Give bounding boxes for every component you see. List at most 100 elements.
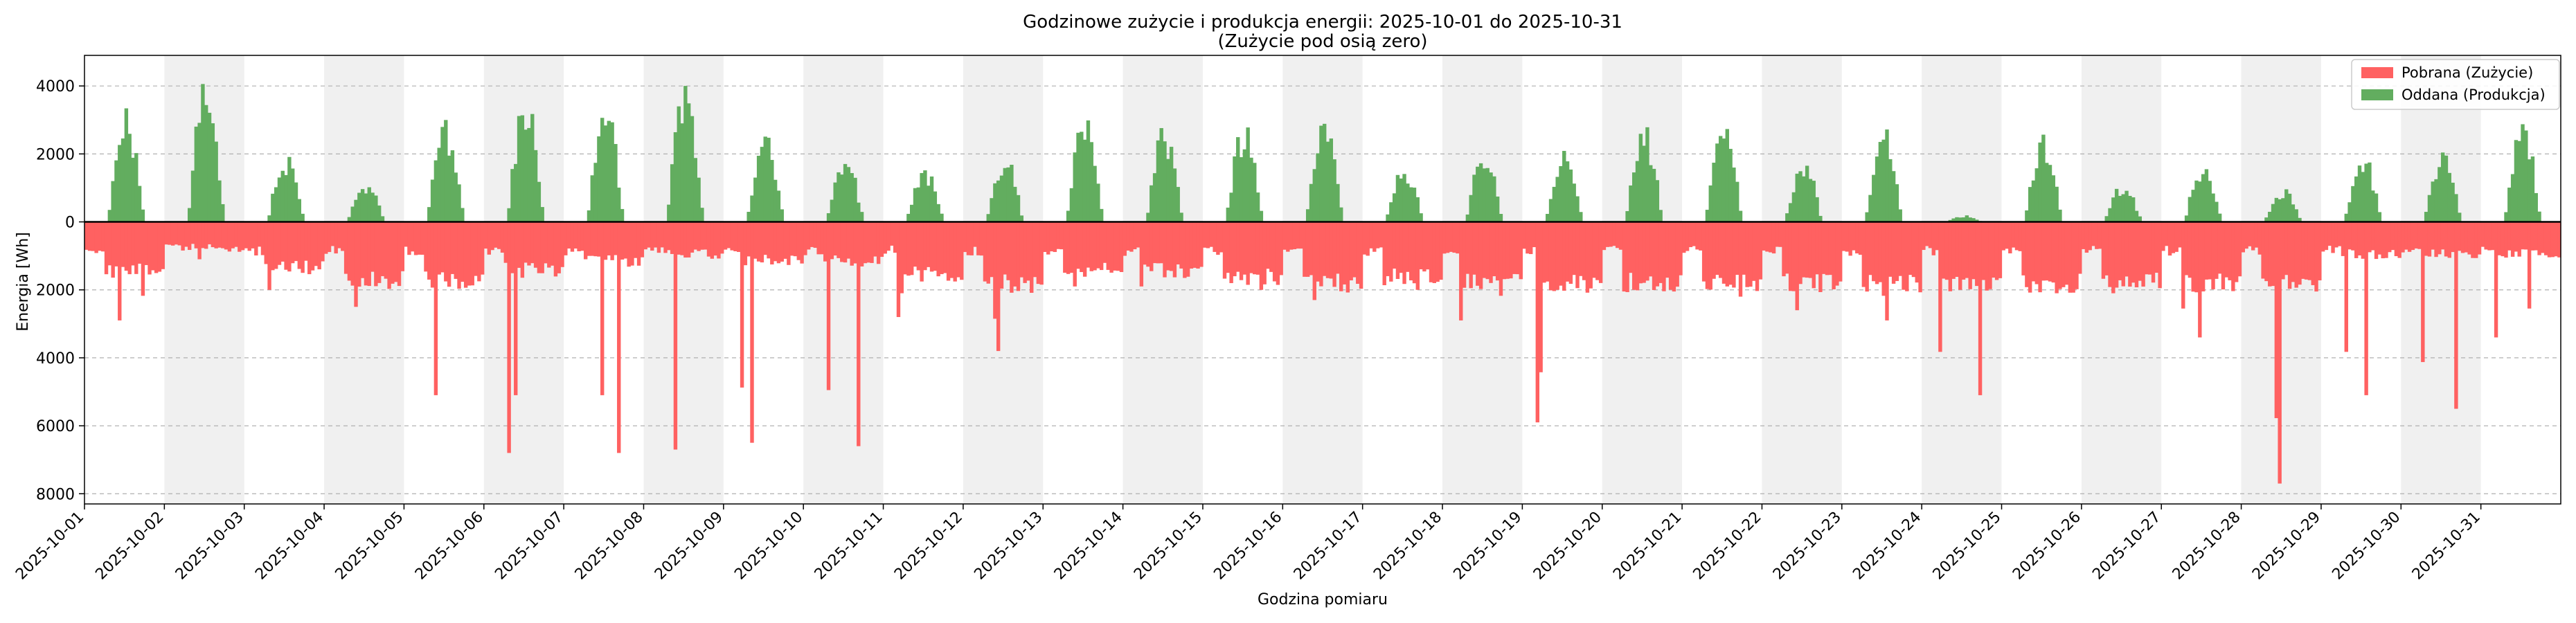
bar-production <box>2055 186 2059 222</box>
bar-production <box>1249 157 1253 222</box>
bar-consumption <box>1585 222 1590 293</box>
bar-production <box>1815 197 1819 222</box>
bar-production <box>1495 196 1500 222</box>
bar-consumption <box>98 222 102 251</box>
bar-production <box>1868 195 1872 222</box>
bar-consumption <box>467 222 472 286</box>
bar-consumption <box>254 222 258 256</box>
bar-production <box>1735 181 1739 222</box>
bar-consumption <box>2451 222 2455 253</box>
bar-production <box>114 160 118 222</box>
bar-consumption <box>2254 222 2259 248</box>
bar-consumption <box>234 222 238 247</box>
bar-consumption <box>717 222 721 259</box>
bar-consumption <box>1615 222 1620 249</box>
bar-production <box>1805 165 1809 222</box>
bar-consumption <box>2514 222 2519 252</box>
bar-production <box>2291 204 2296 222</box>
bar-consumption <box>1649 222 1653 277</box>
bar-production <box>1632 172 1636 222</box>
bar-consumption <box>1152 222 1157 264</box>
bar-consumption <box>161 222 165 269</box>
bar-consumption <box>986 222 990 284</box>
bar-consumption <box>411 222 415 252</box>
bar-production <box>377 205 382 222</box>
bar-consumption <box>2510 222 2515 257</box>
bar-consumption <box>2417 222 2422 249</box>
bar-consumption <box>104 222 109 275</box>
bar-production <box>1323 123 1327 222</box>
bar-production <box>118 145 122 222</box>
bar-consumption <box>1788 222 1793 291</box>
bar-production <box>1159 128 1163 222</box>
bar-consumption <box>1415 222 1420 290</box>
bar-production <box>444 120 448 222</box>
bar-production <box>2294 209 2298 222</box>
bar-consumption <box>2410 222 2415 251</box>
bar-consumption <box>168 222 172 245</box>
bar-consumption <box>1758 222 1763 280</box>
bar-consumption <box>1276 222 1280 285</box>
bar-consumption <box>2438 222 2442 255</box>
bar-consumption <box>1159 222 1163 264</box>
bar-consumption <box>214 222 218 249</box>
x-tick-label: 2025-10-17 <box>1291 509 1366 584</box>
bar-production <box>2134 210 2139 222</box>
x-tick-label: 2025-10-31 <box>2409 509 2484 584</box>
bar-consumption <box>1652 222 1656 290</box>
bar-production <box>2184 215 2189 222</box>
bar-consumption <box>2141 222 2145 287</box>
x-tick-label: 2025-10-27 <box>2089 509 2164 584</box>
bar-consumption <box>1911 222 1916 278</box>
bar-production <box>746 212 751 222</box>
bar-production <box>1339 207 1343 222</box>
bar-production <box>996 180 1001 222</box>
bar-consumption <box>540 222 544 273</box>
bar-production <box>1236 137 1240 222</box>
bar-consumption <box>1465 222 1470 274</box>
bar-consumption <box>1233 222 1237 277</box>
bar-production <box>267 215 271 222</box>
y-tick-label: 2000 <box>36 282 75 300</box>
bar-production <box>2434 179 2438 222</box>
bar-consumption <box>1938 222 1942 352</box>
bar-consumption <box>1046 222 1050 255</box>
x-tick-label: 2025-10-09 <box>652 509 726 584</box>
bar-production <box>1166 159 1170 222</box>
bar-consumption <box>603 222 608 260</box>
bar-consumption <box>2198 222 2202 338</box>
bar-production <box>2371 190 2375 222</box>
bar-consumption <box>2178 222 2182 248</box>
bar-consumption <box>2045 222 2049 281</box>
bar-consumption <box>973 222 977 247</box>
bar-consumption <box>101 222 105 252</box>
bar-consumption <box>2304 222 2309 280</box>
bar-production <box>1316 153 1320 222</box>
bar-consumption <box>1502 222 1506 280</box>
bar-consumption <box>184 222 188 247</box>
bar-consumption <box>151 222 155 271</box>
bar-consumption <box>1832 222 1836 289</box>
bar-consumption <box>1402 222 1406 285</box>
bar-consumption <box>1782 222 1786 277</box>
bar-consumption <box>903 222 907 275</box>
bar-consumption <box>793 222 798 257</box>
bar-consumption <box>1951 222 1956 279</box>
bar-production <box>756 156 761 222</box>
bar-consumption <box>846 222 851 259</box>
bar-production <box>507 208 511 222</box>
bar-production <box>587 210 591 222</box>
bar-production <box>2458 213 2462 222</box>
bar-production <box>920 172 924 222</box>
bar-consumption <box>483 222 488 249</box>
bar-consumption <box>2108 222 2112 287</box>
bar-consumption <box>114 222 118 267</box>
bar-consumption <box>2274 222 2279 419</box>
bar-consumption <box>1172 222 1177 278</box>
bar-consumption <box>976 222 981 255</box>
bar-production <box>933 191 938 222</box>
bar-consumption <box>570 222 575 252</box>
bar-production <box>1738 210 1743 222</box>
bar-production <box>620 208 625 222</box>
bar-consumption <box>1552 222 1557 291</box>
